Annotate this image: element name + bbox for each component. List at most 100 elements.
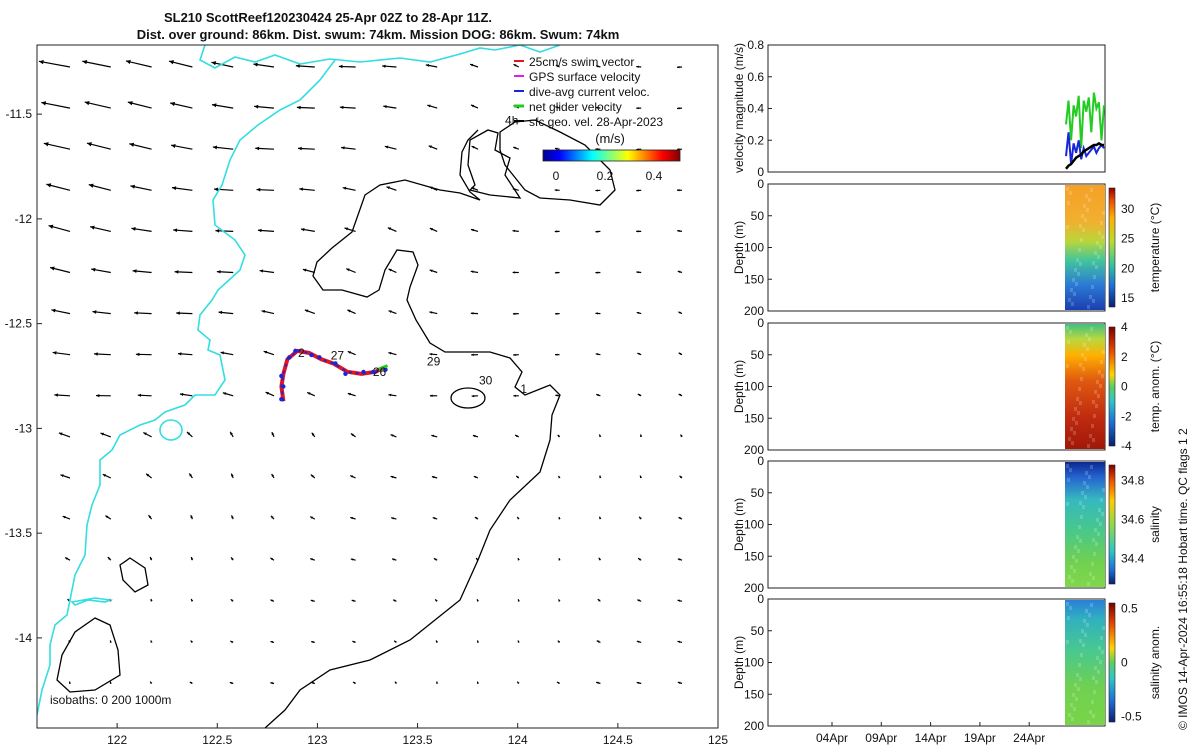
map-label: 30 <box>479 373 493 387</box>
section-texture <box>1066 187 1069 191</box>
current-vector-head <box>130 184 136 189</box>
section-texture <box>1088 337 1091 341</box>
section-texture <box>1101 650 1104 654</box>
depth-ytick-label: 50 <box>751 209 765 223</box>
map-ytick-label: -13.5 <box>5 526 33 540</box>
current-vector-head <box>599 475 602 479</box>
current-vector-head <box>214 187 219 192</box>
current-vector <box>38 60 71 68</box>
current-vector-head <box>231 557 234 561</box>
velocity-axis: 0 0.2 0.4 0.6 0.8 <box>747 38 772 179</box>
map-ytick-label: -12 <box>15 212 33 226</box>
speed-colorbar-label: (m/s) <box>595 131 625 146</box>
section-texture <box>1094 251 1097 255</box>
current-vector-head <box>429 311 433 314</box>
current-vector-head <box>271 473 275 477</box>
glider-track <box>279 348 389 402</box>
depth-ylabel: Depth (m) <box>732 636 746 689</box>
velocity-series-line <box>1065 141 1104 170</box>
current-vector-head <box>477 599 479 602</box>
current-vector-head <box>476 558 479 561</box>
section-texture <box>1087 720 1090 724</box>
current-vector-head <box>471 146 475 149</box>
section-texture <box>1084 633 1087 637</box>
section-texture <box>1098 370 1101 374</box>
section-texture <box>1079 262 1082 266</box>
section-texture <box>1102 488 1105 492</box>
current-vector-head <box>143 432 147 436</box>
section-texture <box>1096 380 1099 384</box>
section-texture <box>1092 576 1095 580</box>
current-vector-head <box>555 353 558 356</box>
current-vector-head <box>471 353 474 357</box>
map-label: 2 <box>298 346 305 360</box>
section-texture <box>1075 697 1078 701</box>
section-panel-frame <box>767 460 1106 589</box>
current-vector-head <box>388 352 392 355</box>
section-texture <box>1077 549 1080 553</box>
section-colorbar-tick: 34.8 <box>1121 474 1145 488</box>
section-texture <box>1073 569 1076 573</box>
footer-credit: © IMOS 14-Apr-2024 16:55:18 Hobart time.… <box>1176 428 1190 730</box>
current-vector-head <box>302 268 307 272</box>
current-vector-head <box>471 228 474 232</box>
current-vector-head <box>677 681 681 684</box>
isobath-closed-b <box>119 557 149 593</box>
current-vector-head <box>558 517 561 520</box>
current-vector-head <box>100 432 105 436</box>
current-vector-head <box>295 64 300 68</box>
time-tick-label: 24Apr <box>1013 731 1045 745</box>
section-texture <box>1079 501 1082 505</box>
current-vector-head <box>470 270 474 273</box>
current-vector-head <box>86 142 92 147</box>
section-texture <box>1070 565 1073 569</box>
track-current-dot <box>343 371 348 377</box>
section-texture <box>1091 424 1094 428</box>
current-vector-head <box>105 515 109 519</box>
depth-ytick-label: 150 <box>744 272 764 286</box>
current-vector-head <box>190 557 194 560</box>
current-vector-head <box>263 350 268 354</box>
current-vector-head <box>211 61 217 66</box>
section-texture <box>1083 343 1086 347</box>
time-tick-label: 14Apr <box>915 731 947 745</box>
current-vector-head <box>51 308 56 313</box>
current-vector-head <box>109 681 112 684</box>
current-vector-head <box>129 142 135 147</box>
current-vector-head <box>474 517 478 520</box>
current-vector-head <box>177 352 182 356</box>
current-vector-head <box>677 189 680 192</box>
section-texture <box>1072 278 1075 282</box>
section-texture <box>1068 713 1071 717</box>
current-vector-head <box>555 106 558 109</box>
section-texture <box>1076 397 1079 401</box>
time-axis: 04Apr 09Apr 14Apr 19Apr 24Apr <box>816 722 1045 745</box>
section-colorbar-tick: -2 <box>1121 409 1132 423</box>
section-texture <box>1086 485 1089 489</box>
current-vector-head <box>230 599 234 602</box>
title-line-1: SL210 ScottReef120230424 25-Apr 02Z to 2… <box>164 10 492 25</box>
current-vector-head <box>429 269 433 273</box>
current-vector-head <box>265 392 269 395</box>
section-texture <box>1100 636 1103 640</box>
current-vector-head <box>554 271 558 274</box>
current-vector-head <box>174 270 179 274</box>
current-vector-head <box>428 145 432 149</box>
current-vector-head <box>386 186 390 190</box>
isobath-closed-a <box>450 387 486 409</box>
depth-ytick-label: 200 <box>744 443 764 457</box>
current-vector-head <box>678 352 682 355</box>
current-vector-head <box>595 353 599 356</box>
map-ytick-label: -14 <box>15 631 33 645</box>
section-texture <box>1079 639 1082 643</box>
section-texture <box>1086 347 1089 351</box>
depth-ytick-label: 0 <box>757 592 764 606</box>
section-texture <box>1066 464 1069 468</box>
section-texture <box>1098 231 1101 235</box>
current-vector-head <box>229 682 233 685</box>
current-vector-head <box>431 476 435 479</box>
section-texture <box>1102 626 1105 630</box>
current-vector-head <box>387 227 392 231</box>
section-colorbar <box>1108 326 1116 447</box>
